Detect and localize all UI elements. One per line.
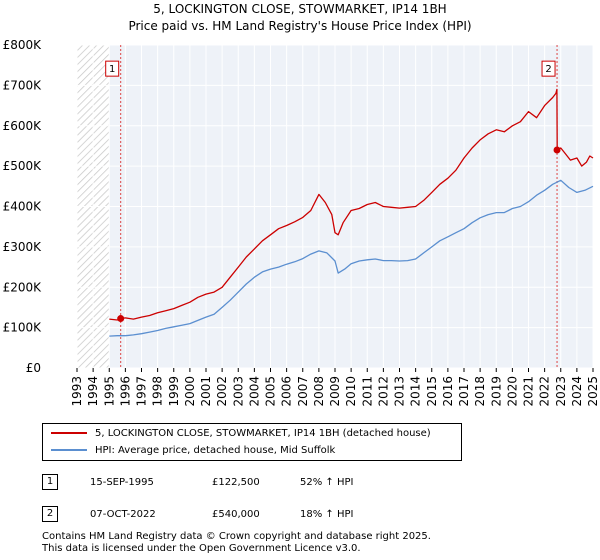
x-tick-label: 2021 [522,376,536,407]
x-tick-label: 2025 [586,376,600,407]
x-tick-label: 1994 [86,376,100,407]
sale-hpi-2: 18% ↑ HPI [300,509,354,520]
x-tick-label: 1995 [102,376,116,407]
footer-attribution: Contains HM Land Registry data © Crown c… [42,531,431,555]
legend-label-hpi: HPI: Average price, detached house, Mid … [95,445,336,456]
legend-label-property: 5, LOCKINGTON CLOSE, STOWMARKET, IP14 1B… [95,428,431,439]
footer-line-1: Contains HM Land Registry data © Crown c… [42,531,431,542]
x-tick-label: 1999 [167,376,181,407]
x-tick-label: 1993 [70,376,84,407]
x-tick-label: 2004 [247,376,261,407]
x-tick-label: 2006 [280,376,294,407]
x-tick-label: 2000 [183,376,197,407]
chart-title: 5, LOCKINGTON CLOSE, STOWMARKET, IP14 1B… [0,1,600,35]
sale-date-2: 07-OCT-2022 [90,509,156,520]
x-tick-label: 2001 [199,376,213,407]
sale-badge-2: 2 [42,506,58,522]
x-tick-label: 1997 [135,376,149,407]
x-tick-label: 2011 [360,376,374,407]
x-tick-label: 2019 [489,376,503,407]
x-tick-label: 2003 [231,376,245,407]
sale-point-1 [117,315,125,323]
x-tick-label: 2010 [344,376,358,407]
x-axis: 1993 1994 1995 1996 1997 1998 1999 2000 2001 2002… [70,368,600,407]
x-tick-label: 2023 [554,376,568,407]
sale-date-1: 15-SEP-1995 [90,477,154,488]
x-tick-label: 2017 [457,376,471,407]
y-tick-label: £400K [3,200,43,214]
x-tick-label: 2002 [215,376,229,407]
x-tick-label: 2015 [425,376,439,407]
x-tick-label: 2018 [473,376,487,407]
y-tick-label: £700K [3,78,43,92]
property-series-line [109,88,594,321]
legend-swatch-property [51,432,87,434]
x-tick-label: 2007 [296,376,310,407]
y-tick-label: £800K [3,38,43,52]
legend-item-property: 5, LOCKINGTON CLOSE, STOWMARKET, IP14 1B… [51,426,431,442]
legend: 5, LOCKINGTON CLOSE, STOWMARKET, IP14 1B… [42,423,462,461]
title-line-1: 5, LOCKINGTON CLOSE, STOWMARKET, IP14 1B… [153,2,447,16]
sale-label-2: 2 [545,64,551,75]
sale-price-2: £540,000 [212,509,260,520]
legend-swatch-hpi [51,449,87,451]
x-tick-label: 2024 [570,376,584,407]
sale-label-box-2 [541,60,556,77]
footer-line-2: This data is licensed under the Open Gov… [42,543,361,554]
sale-point-2 [553,146,561,154]
title-line-2: Price paid vs. HM Land Registry's House … [128,19,472,33]
x-tick-label: 2005 [264,376,278,407]
sale-label-box-1 [105,60,120,77]
x-tick-label: 1996 [118,376,132,407]
y-axis: £0 £100K £200K £300K £400K £500K £600K £700K £80… [3,38,43,375]
legend-item-hpi: HPI: Average price, detached house, Mid … [51,443,335,459]
x-tick-label: 1998 [151,376,165,407]
x-tick-label: 2013 [393,376,407,407]
sale-hpi-1: 52% ↑ HPI [300,477,354,488]
y-tick-label: £100K [3,321,43,335]
x-tick-label: 2012 [376,376,390,407]
y-tick-label: £300K [3,240,43,254]
x-tick-label: 2016 [441,376,455,407]
sale-price-1: £122,500 [212,477,260,488]
y-tick-label: £500K [3,159,43,173]
x-tick-label: 2008 [312,376,326,407]
x-tick-label: 2020 [505,376,519,407]
y-tick-label: £0 [26,361,41,375]
x-tick-label: 2022 [538,376,552,407]
x-tick-label: 2009 [328,376,342,407]
hpi-series-line [109,179,594,337]
sale-label-1: 1 [109,64,115,75]
x-tick-label: 2014 [409,376,423,407]
y-tick-label: £200K [3,280,43,294]
y-tick-label: £600K [3,119,43,133]
series-lines [109,88,594,337]
sale-badge-1: 1 [42,474,58,490]
